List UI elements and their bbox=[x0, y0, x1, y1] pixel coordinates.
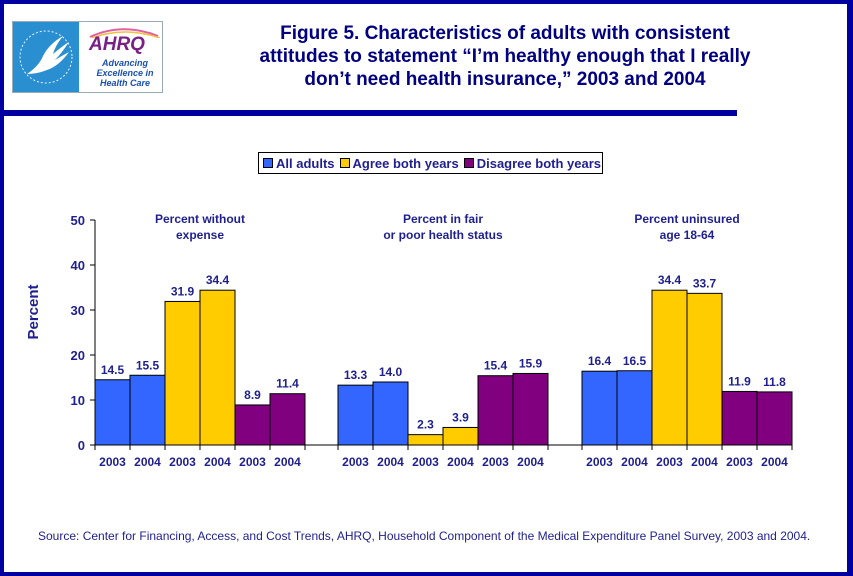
title-line: don’t need health insurance,” 2003 and 2… bbox=[304, 69, 706, 90]
hhs-eagle-icon bbox=[19, 30, 73, 84]
title-divider bbox=[0, 110, 737, 116]
legend-item-all-adults: All adults bbox=[263, 156, 335, 171]
hhs-eagle-logo bbox=[13, 22, 79, 92]
legend-item-disagree: Disagree both years bbox=[463, 155, 601, 171]
legend-item-agree: Agree both years bbox=[339, 155, 459, 171]
source-note: Source: Center for Financing, Access, an… bbox=[38, 529, 811, 543]
legend-label: Agree both years bbox=[352, 155, 459, 171]
ahrq-brand: AHRQ Advancing Excellence in Health Care bbox=[79, 22, 162, 92]
chart-title: Figure 5. Characteristics of adults with… bbox=[225, 22, 785, 91]
title-line: attitudes to statement “I’m healthy enou… bbox=[259, 46, 751, 67]
ahrq-wordmark: AHRQ bbox=[89, 34, 145, 55]
ahrq-arc-icon bbox=[89, 28, 161, 38]
title-line: Figure 5. Characteristics of adults with… bbox=[280, 23, 730, 44]
ahrq-logo: AHRQ Advancing Excellence in Health Care bbox=[12, 21, 163, 93]
legend-swatch bbox=[339, 158, 350, 168]
legend-swatch bbox=[463, 158, 474, 168]
legend-label: All adults bbox=[276, 155, 335, 171]
legend-label: Disagree both years bbox=[476, 155, 601, 171]
legend-swatch bbox=[263, 158, 273, 168]
ahrq-tagline: Advancing Excellence in Health Care bbox=[96, 58, 154, 88]
chart-legend: All adults Agree both years Disagree bot… bbox=[258, 152, 603, 174]
